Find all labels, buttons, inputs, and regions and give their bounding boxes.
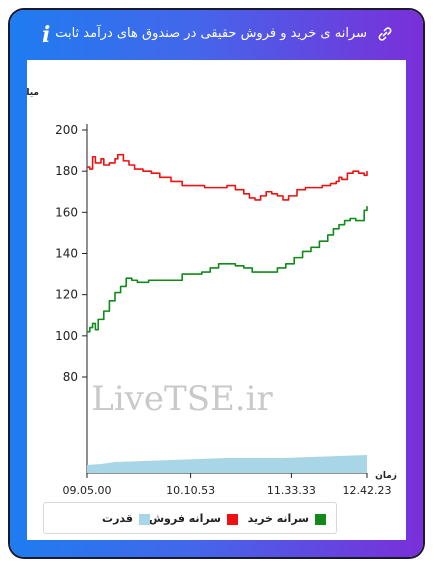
y-tick-label: 140 (55, 247, 78, 261)
legend-swatch-sell (227, 513, 238, 525)
x-tick-label: 10.10.53 (166, 484, 215, 497)
x-tick-label: 12.42.23 (343, 484, 392, 497)
chart-svg: میلیون تومان LiveTSE.ir 200 180 160 140 120 1… (0, 88, 397, 497)
y-tick-label: 180 (55, 164, 78, 178)
y-tick-label: 120 (55, 288, 78, 302)
x-tick-label: 09.05.00 (63, 484, 112, 497)
legend-label-sell: سرانه فروش (148, 512, 221, 525)
y-tick-label: 160 (55, 205, 78, 219)
legend-item-buy[interactable]: سرانه خرید (248, 512, 326, 526)
legend-swatch-power (139, 513, 150, 525)
legend-item-power[interactable]: قدرت (102, 512, 150, 526)
chart-card: i سرانه ی خرید و فروش حقیقی در صندوق های… (0, 10, 423, 557)
y-axis-label: میلیون تومان (27, 88, 39, 98)
y-tick-label: 80 (63, 370, 78, 384)
info-icon[interactable]: i (42, 22, 51, 48)
x-tick-label: 11.33.33 (267, 484, 316, 497)
series-area-power (87, 455, 367, 473)
x-axis-label: زمان (375, 471, 397, 481)
legend-swatch-buy (315, 513, 326, 525)
legend-label-buy: سرانه خرید (247, 512, 309, 525)
card-header: i سرانه ی خرید و فروش حقیقی در صندوق های… (10, 10, 423, 60)
legend: سرانه خرید سرانه فروش قدرت (43, 502, 337, 534)
series-line-buy (87, 206, 368, 333)
link-icon[interactable] (377, 26, 393, 42)
legend-label-power: قدرت (102, 512, 133, 525)
watermark: LiveTSE.ir (91, 379, 273, 419)
series-line-sell (87, 153, 368, 201)
y-tick-label: 100 (55, 329, 78, 343)
chart-panel: میلیون تومان LiveTSE.ir 200 180 160 140 120 1… (0, 60, 406, 540)
chart-title: سرانه ی خرید و فروش حقیقی در صندوق های د… (55, 26, 367, 41)
y-tick-label: 200 (55, 123, 78, 137)
legend-item-sell[interactable]: سرانه فروش (149, 512, 238, 526)
